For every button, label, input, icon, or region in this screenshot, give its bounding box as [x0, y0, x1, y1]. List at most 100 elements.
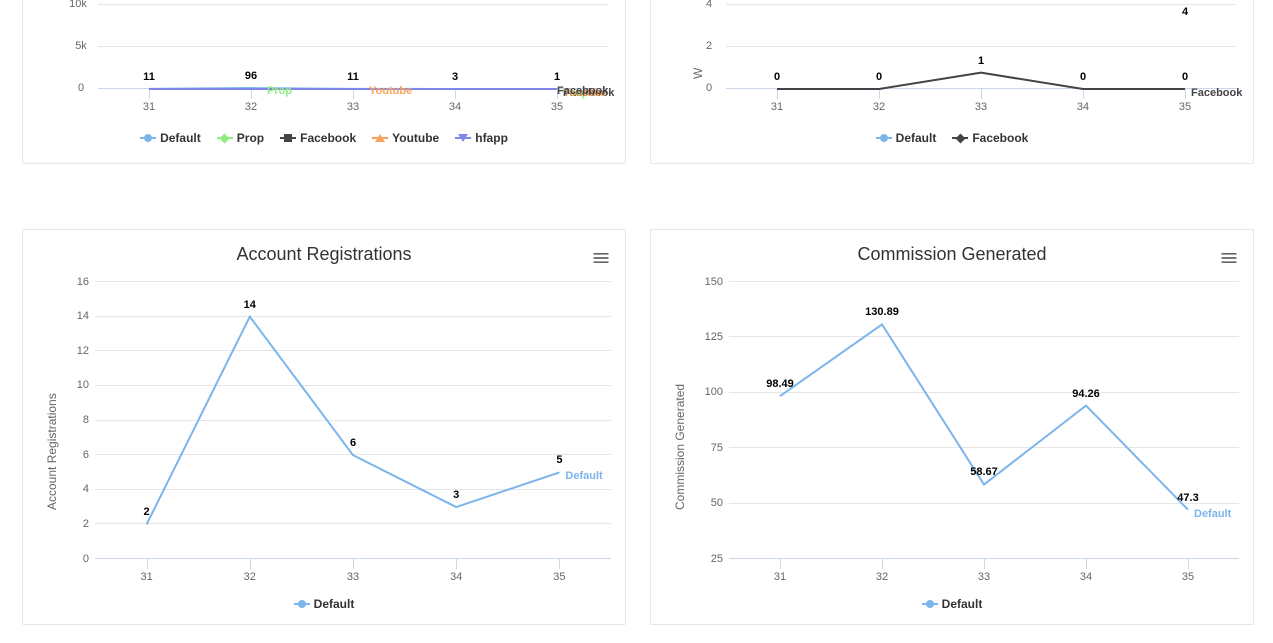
legend-label: Default — [314, 597, 355, 611]
plot-area-1: 0 5k 10k 3132333435 11961131PropFacebook… — [98, 0, 608, 89]
x-tick-label: 35 — [1165, 101, 1205, 113]
data-label: 2 — [144, 506, 150, 518]
legend-item-default[interactable]: Default — [140, 131, 201, 145]
x-tick-label: 33 — [333, 101, 373, 113]
x-tick-label: 33 — [964, 571, 1004, 583]
data-label: 14 — [244, 299, 256, 311]
data-label: 4 — [1182, 6, 1188, 18]
gridline — [726, 46, 1236, 47]
legend-item-facebook[interactable]: Facebook — [952, 131, 1028, 145]
y-tick-label: 10 — [59, 379, 89, 391]
y-tick-label: 12 — [59, 345, 89, 357]
legend-item-default[interactable]: Default — [922, 597, 983, 611]
legend-2: Default Facebook — [651, 131, 1253, 145]
chart-card-4: Commission Generated Commission Generate… — [650, 229, 1254, 625]
y-tick-label: 4 — [59, 483, 89, 495]
x-tick-label: 35 — [1168, 571, 1208, 583]
legend-label: Prop — [237, 131, 264, 145]
legend-label: Default — [942, 597, 983, 611]
legend-label: Facebook — [300, 131, 356, 145]
x-tick-label: 35 — [539, 571, 579, 583]
y-tick-label: 100 — [693, 386, 723, 398]
plot-area-4: 255075100125150 3132333435 98.49130.8958… — [729, 282, 1239, 559]
legend-4: Default — [651, 597, 1253, 611]
data-label: 58.67 — [970, 466, 998, 478]
y-axis-title-2: W — [691, 68, 705, 79]
y-tick-label: 25 — [693, 553, 723, 565]
series-end-label: Prop — [267, 85, 292, 97]
x-tick-label: 33 — [333, 571, 373, 583]
data-label: 94.26 — [1072, 388, 1100, 400]
chart-title-4: Commission Generated — [651, 244, 1253, 265]
gridline — [726, 4, 1236, 5]
y-tick-label: 75 — [693, 442, 723, 454]
series-end-label: Facebook — [1191, 87, 1242, 99]
legend-1: Default Prop Facebook Youtube hfapp — [23, 131, 625, 145]
y-tick-label: 50 — [693, 497, 723, 509]
data-label: 0 — [1080, 71, 1086, 83]
data-label: 96 — [245, 70, 257, 82]
x-tick-label: 32 — [231, 101, 271, 113]
data-label: 130.89 — [865, 306, 899, 318]
y-tick-label: 0 — [59, 553, 89, 565]
chart-title-3: Account Registrations — [23, 244, 625, 265]
y-tick-label: 2 — [696, 40, 722, 52]
x-tick-label: 31 — [760, 571, 800, 583]
y-tick-label: 8 — [59, 414, 89, 426]
y-tick-label: 6 — [59, 449, 89, 461]
series-end-label: Facebook — [557, 85, 608, 97]
legend-item-youtube[interactable]: Youtube — [372, 131, 439, 145]
data-label: 0 — [1182, 71, 1188, 83]
chart-menu-icon[interactable] — [1219, 248, 1239, 268]
legend-item-hfapp[interactable]: hfapp — [455, 131, 508, 145]
y-tick-label: 125 — [693, 331, 723, 343]
y-tick-label: 5k — [68, 40, 94, 52]
gridline — [98, 46, 608, 47]
y-tick-label: 14 — [59, 310, 89, 322]
legend-item-facebook[interactable]: Facebook — [280, 131, 356, 145]
legend-item-default[interactable]: Default — [294, 597, 355, 611]
chart-menu-icon[interactable] — [591, 248, 611, 268]
y-tick-label: 0 — [696, 82, 722, 94]
y-axis-title-3: Account Registrations — [45, 393, 59, 510]
data-label: 47.3 — [1177, 492, 1198, 504]
series-end-label: Default — [565, 470, 602, 482]
y-tick-label: 10k — [62, 0, 94, 10]
data-label: 5 — [556, 454, 562, 466]
x-tick-label: 32 — [230, 571, 270, 583]
legend-label: hfapp — [475, 131, 508, 145]
x-tick-label: 31 — [757, 101, 797, 113]
data-label: 1 — [978, 55, 984, 67]
data-label: 11 — [347, 71, 359, 83]
x-tick-label: 33 — [961, 101, 1001, 113]
x-tick-label: 31 — [129, 101, 169, 113]
chart-card-3: Account Registrations Account Registrati… — [22, 229, 626, 625]
y-tick-label: 0 — [68, 82, 94, 94]
legend-item-default[interactable]: Default — [876, 131, 937, 145]
data-label: 3 — [452, 71, 458, 83]
gridline — [98, 4, 608, 5]
x-tick-label: 34 — [436, 571, 476, 583]
legend-item-prop[interactable]: Prop — [217, 131, 264, 145]
x-tick-label: 32 — [859, 101, 899, 113]
series-end-label: Default — [1194, 508, 1231, 520]
y-axis-title-4: Commission Generated — [673, 384, 687, 510]
plot-area-3: 0246810121416 3132333435 214635Default — [95, 282, 611, 559]
y-tick-label: 150 — [693, 276, 723, 288]
y-tick-label: 4 — [696, 0, 722, 10]
legend-label: Facebook — [972, 131, 1028, 145]
y-tick-label: 16 — [59, 276, 89, 288]
data-label: 0 — [876, 71, 882, 83]
legend-3: Default — [23, 597, 625, 611]
data-label: 98.49 — [766, 378, 794, 390]
legend-label: Default — [896, 131, 937, 145]
legend-label: Youtube — [392, 131, 439, 145]
chart-card-1: 0 5k 10k 3132333435 11961131PropFacebook… — [22, 0, 626, 164]
data-label: 11 — [143, 71, 155, 83]
x-tick-label: 32 — [862, 571, 902, 583]
x-tick-label: 34 — [435, 101, 475, 113]
data-label: 0 — [774, 71, 780, 83]
y-tick-label: 2 — [59, 518, 89, 530]
chart-card-2: 0 2 4 W 3132333435 400100Facebook Defaul… — [650, 0, 1254, 164]
plot-area-2: 0 2 4 W 3132333435 400100Facebook — [726, 0, 1236, 89]
